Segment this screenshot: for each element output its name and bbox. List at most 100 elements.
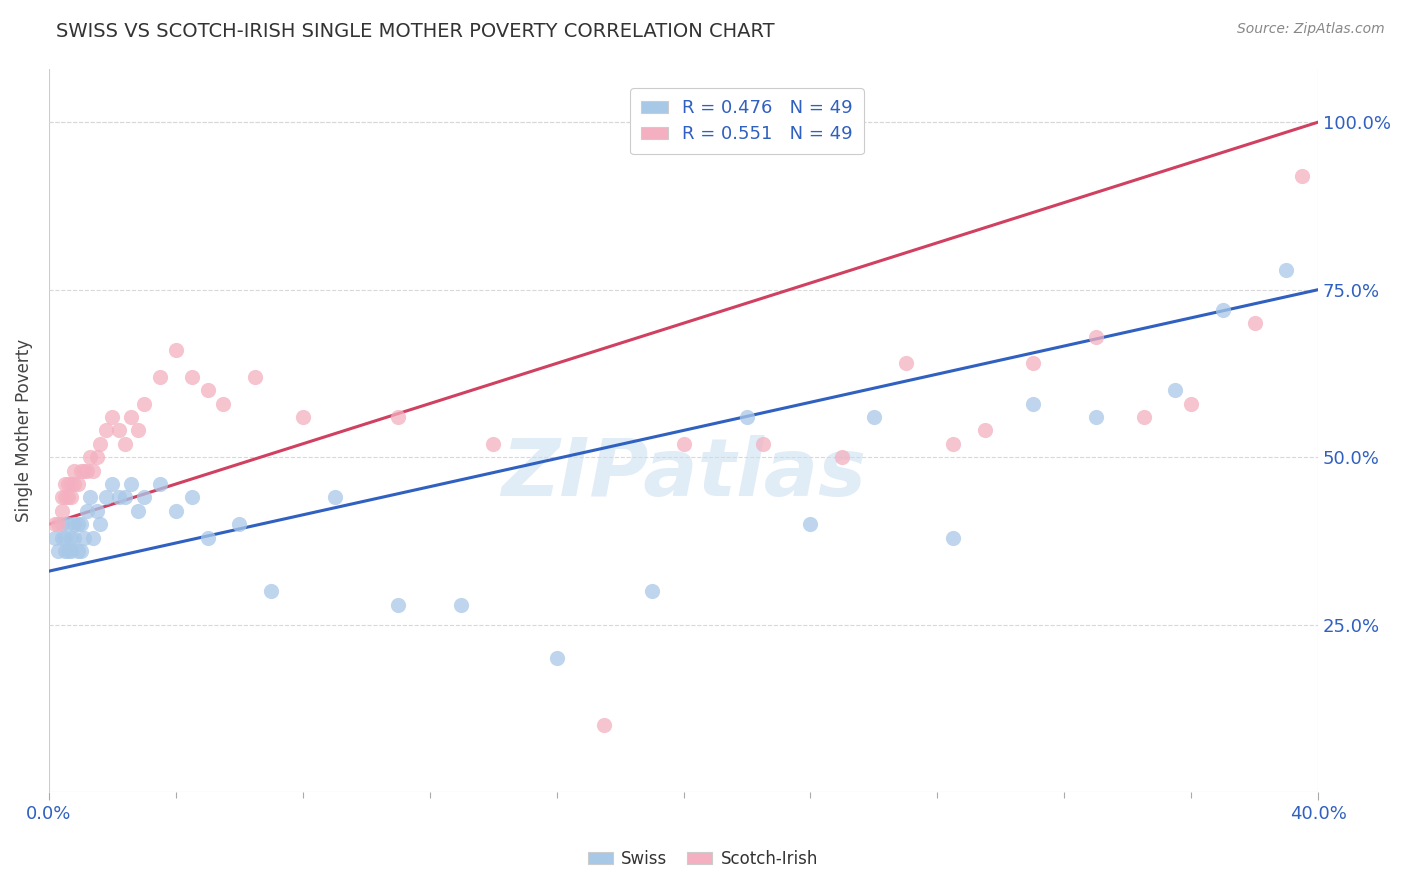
Point (51, 491, 73, 505)
Text: Source: ZipAtlas.com: Source: ZipAtlas.com (1237, 22, 1385, 37)
Point (76, 464, 98, 478)
Point (974, 424, 997, 438)
Point (1021, 396, 1043, 410)
Point (86, 450, 108, 465)
Point (53, 531, 76, 545)
Point (79, 450, 101, 465)
Point (53, 477, 76, 491)
Point (212, 396, 235, 410)
Text: ZIPatlas: ZIPatlas (501, 434, 866, 513)
Point (63, 517, 86, 532)
Point (69, 517, 91, 532)
Text: SWISS VS SCOTCH-IRISH SINGLE MOTHER POVERTY CORRELATION CHART: SWISS VS SCOTCH-IRISH SINGLE MOTHER POVE… (56, 22, 775, 41)
Point (82, 531, 104, 545)
Point (387, 598, 409, 612)
Point (63, 464, 86, 478)
Point (56, 517, 79, 532)
Point (56, 477, 79, 491)
Point (134, 396, 156, 410)
Point (831, 450, 853, 465)
Point (101, 477, 124, 491)
Point (799, 517, 821, 532)
Point (245, 369, 267, 384)
Point (1021, 356, 1043, 370)
Point (641, 584, 664, 599)
Point (593, 718, 616, 732)
Point (69, 544, 91, 558)
Point (323, 491, 346, 505)
Point (107, 491, 129, 505)
Point (149, 477, 172, 491)
Point (114, 437, 136, 451)
Point (44, 531, 66, 545)
Point (165, 343, 187, 357)
Point (89, 517, 111, 532)
Point (101, 409, 124, 424)
Point (1164, 383, 1187, 397)
Point (73, 464, 96, 478)
Point (894, 356, 917, 370)
Point (1085, 329, 1108, 343)
Point (60, 491, 83, 505)
Point (180, 369, 202, 384)
Point (1180, 396, 1202, 410)
Point (63, 477, 86, 491)
Point (1085, 409, 1108, 424)
Point (1212, 302, 1234, 317)
Point (149, 369, 172, 384)
Point (79, 491, 101, 505)
Point (53, 491, 76, 505)
Point (450, 598, 472, 612)
Point (1243, 316, 1265, 330)
Point (48, 517, 70, 532)
Point (82, 464, 104, 478)
Point (73, 531, 96, 545)
Point (197, 383, 219, 397)
Point (114, 491, 136, 505)
Point (942, 437, 965, 451)
Point (44, 517, 66, 532)
Point (121, 477, 143, 491)
Point (76, 504, 98, 518)
Point (48, 544, 70, 558)
Point (197, 531, 219, 545)
Point (63, 531, 86, 545)
Point (127, 504, 149, 518)
Point (672, 437, 695, 451)
Point (53, 544, 76, 558)
Point (107, 424, 129, 438)
Point (482, 437, 505, 451)
Point (180, 491, 202, 505)
Point (127, 424, 149, 438)
Point (942, 531, 965, 545)
Legend: Swiss, Scotch-Irish: Swiss, Scotch-Irish (581, 844, 825, 875)
Point (66, 517, 89, 532)
Point (546, 651, 568, 665)
Point (51, 531, 73, 545)
Point (387, 409, 409, 424)
Point (121, 409, 143, 424)
Legend: R = 0.476   N = 49, R = 0.551   N = 49: R = 0.476 N = 49, R = 0.551 N = 49 (630, 88, 863, 154)
Y-axis label: Single Mother Poverty: Single Mother Poverty (15, 339, 32, 522)
Point (863, 409, 886, 424)
Point (134, 491, 156, 505)
Point (56, 491, 79, 505)
Point (56, 544, 79, 558)
Point (60, 477, 83, 491)
Point (165, 504, 187, 518)
Point (735, 409, 758, 424)
Point (60, 531, 83, 545)
Point (66, 544, 89, 558)
Point (60, 544, 83, 558)
Point (1275, 262, 1298, 277)
Point (94, 491, 117, 505)
Point (752, 437, 775, 451)
Point (291, 409, 314, 424)
Point (51, 504, 73, 518)
Point (66, 477, 89, 491)
Point (86, 504, 108, 518)
Point (1291, 169, 1313, 183)
Point (260, 584, 283, 599)
Point (51, 517, 73, 532)
Point (94, 424, 117, 438)
